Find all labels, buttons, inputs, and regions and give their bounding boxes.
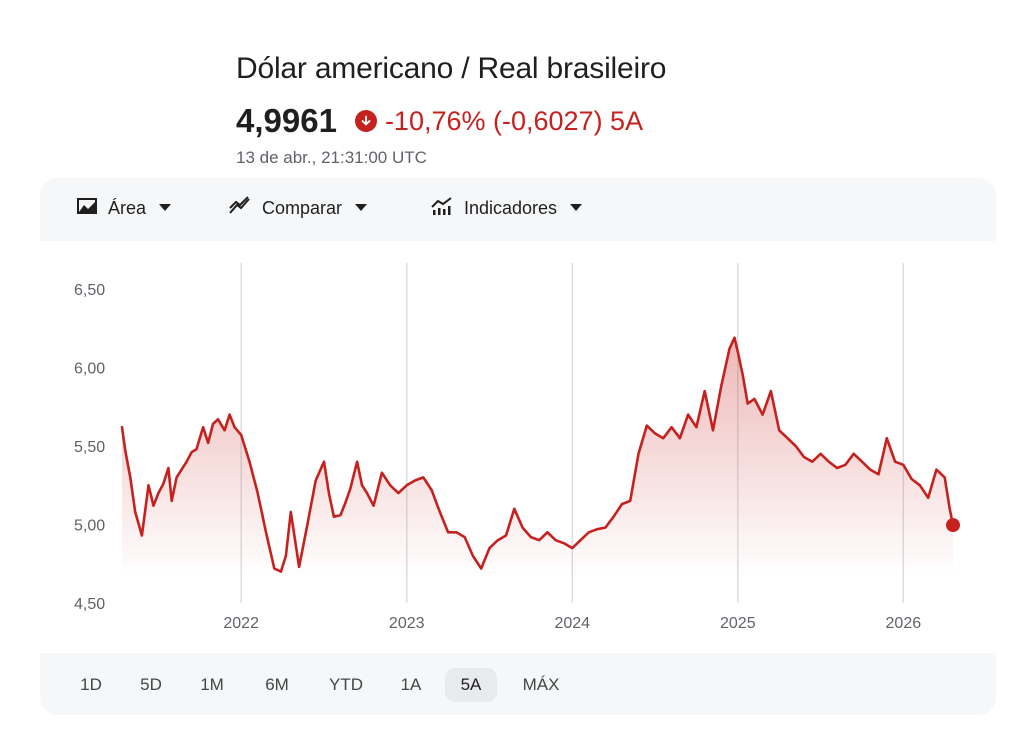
range-button-1a[interactable]: 1A [400, 675, 422, 694]
y-tick-label: 6,50 [74, 282, 105, 299]
range-button-ytd[interactable]: YTD [329, 675, 363, 694]
x-tick-label: 2024 [554, 615, 590, 632]
price-row: 4,9961 -10,76% (-0,6027) 5A [236, 100, 643, 142]
chart-type-label: Área [108, 197, 147, 218]
last-point-marker [946, 518, 960, 533]
x-tick-label: 2025 [720, 615, 756, 632]
range-selector: 1D 5D 1M 6M YTD 1A 5A MÁX [40, 656, 996, 715]
x-tick-label: 2023 [389, 615, 425, 632]
series-line [120, 336, 955, 573]
compare-dropdown[interactable]: Comparar [224, 188, 372, 228]
y-tick-label: 4,50 [74, 596, 105, 613]
area-chart-icon [76, 196, 98, 221]
arrow-down-icon [354, 110, 377, 132]
chart-toolbar: Área Comparar Indicadores [40, 178, 996, 238]
chart-type-dropdown[interactable]: Área [72, 188, 176, 228]
x-tick-label: 2026 [886, 615, 922, 632]
caret-down-icon [354, 199, 368, 217]
range-button-1m[interactable]: 1M [200, 675, 224, 694]
caret-down-icon [569, 199, 583, 217]
series-area [122, 337, 953, 578]
indicators-label: Indicadores [464, 197, 558, 218]
price-chart[interactable]: 2022 2023 2024 2025 2026 6,50 6,00 5,50 5,00 4,50 [40, 241, 996, 653]
caret-down-icon [158, 199, 172, 217]
indicators-dropdown[interactable]: Indicadores [426, 188, 587, 228]
y-tick-label: 5,50 [74, 439, 105, 456]
chart-plot-area: 2022 2023 2024 2025 2026 6,50 6,00 5,50 5,00 4,50 [40, 241, 996, 653]
page-title: Dólar americano / Real brasileiro [236, 52, 667, 85]
range-button-5d[interactable]: 5D [140, 675, 162, 694]
indicators-icon [430, 196, 454, 221]
range-button-1d[interactable]: 1D [80, 675, 102, 694]
y-tick-label: 6,00 [74, 361, 105, 378]
timestamp: 13 de abr., 21:31:00 UTC [236, 148, 427, 167]
compare-icon [228, 195, 252, 221]
range-button-6m[interactable]: 6M [265, 675, 289, 694]
y-tick-label: 5,00 [74, 518, 105, 535]
current-price: 4,9961 [236, 102, 337, 139]
compare-label: Comparar [262, 197, 343, 218]
range-button-máx[interactable]: MÁX [522, 675, 560, 694]
price-change: -10,76% (-0,6027) 5A [384, 105, 644, 136]
range-button-5a[interactable]: 5A [445, 668, 497, 702]
x-tick-label: 2022 [223, 615, 259, 632]
